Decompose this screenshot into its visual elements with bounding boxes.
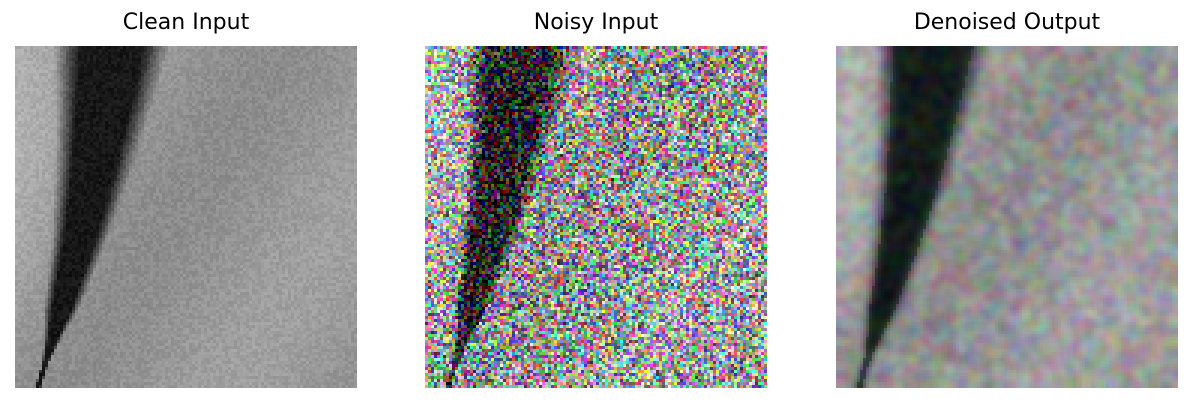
clean-input-title: Clean Input xyxy=(122,10,250,35)
denoised-output-panel: Denoised Output xyxy=(836,0,1178,403)
denoised-output-title: Denoised Output xyxy=(913,10,1101,35)
noisy-input-panel: Noisy Input xyxy=(425,0,767,403)
denoised-output-image xyxy=(836,46,1178,388)
clean-input-image xyxy=(15,46,357,388)
noisy-input-image xyxy=(425,46,767,388)
noisy-input-title: Noisy Input xyxy=(533,10,659,35)
clean-input-panel: Clean Input xyxy=(15,0,357,403)
